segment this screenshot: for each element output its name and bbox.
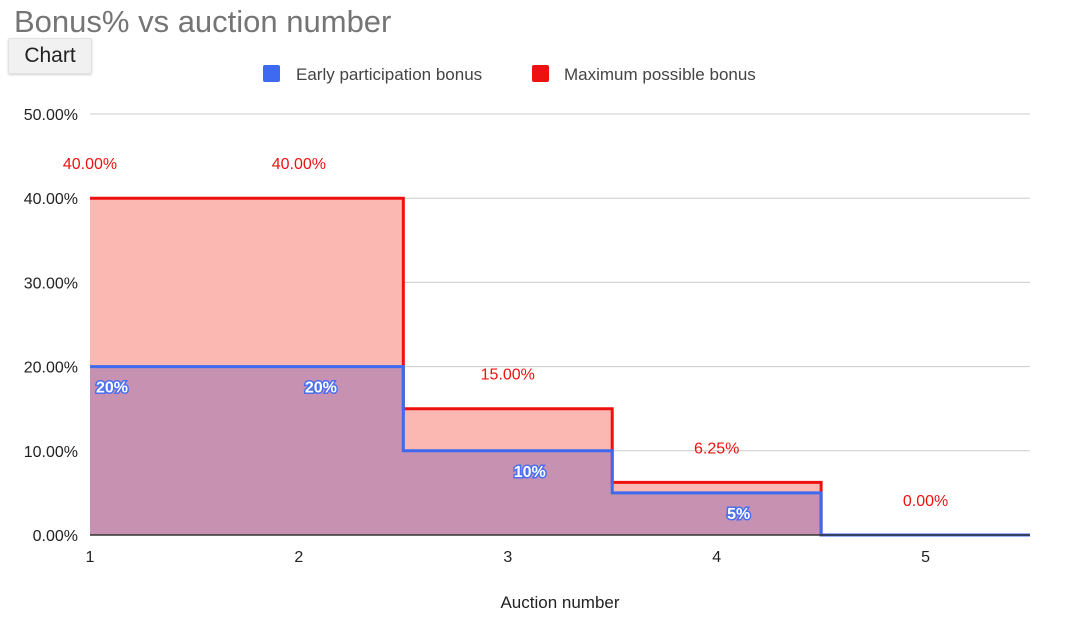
y-tick-label: 30.00% — [24, 275, 78, 292]
x-tick-label: 5 — [921, 549, 930, 566]
legend-swatch-2 — [532, 65, 549, 82]
axes: 0.00% 10.00% 20.00% 30.00% 40.00% 50.00% 1 2 3 4 5 — [24, 107, 1030, 566]
legend[interactable]: Early participation bonus Maximum possibl… — [263, 65, 756, 84]
x-axis-label: Auction number — [500, 593, 619, 612]
data-label-max: 40.00% — [63, 156, 117, 173]
x-tick-label: 2 — [294, 549, 303, 566]
chart-title: Bonus% vs auction number — [14, 4, 392, 39]
data-label-early: 10% — [514, 464, 546, 481]
data-label-early: 5% — [727, 506, 750, 523]
series-lines — [90, 196, 1030, 537]
y-tick-label: 10.00% — [24, 444, 78, 461]
legend-label-1[interactable]: Early participation bonus — [296, 65, 482, 84]
data-label-max: 0.00% — [903, 493, 948, 510]
y-tick-label: 40.00% — [24, 191, 78, 208]
y-tick-label: 50.00% — [24, 107, 78, 124]
x-tick-label: 4 — [712, 549, 721, 566]
chart-chip-button[interactable]: Chart — [8, 38, 92, 74]
y-tick-label: 0.00% — [33, 528, 78, 545]
data-label-early: 20% — [305, 380, 337, 397]
legend-swatch-1 — [263, 65, 280, 82]
data-label-max: 40.00% — [272, 156, 326, 173]
data-label-max: 6.25% — [694, 440, 739, 457]
legend-label-2[interactable]: Maximum possible bonus — [564, 65, 756, 84]
data-label-early: 20% — [96, 380, 128, 397]
data-labels: 40.00% 40.00% 15.00% 6.25% 0.00% 20% 20% 10% 5% — [63, 156, 948, 524]
series-line-1 — [90, 365, 1030, 537]
x-tick-label: 1 — [86, 549, 95, 566]
x-tick-label: 3 — [503, 549, 512, 566]
data-label-max: 15.00% — [481, 367, 535, 384]
y-tick-label: 20.00% — [24, 360, 78, 377]
